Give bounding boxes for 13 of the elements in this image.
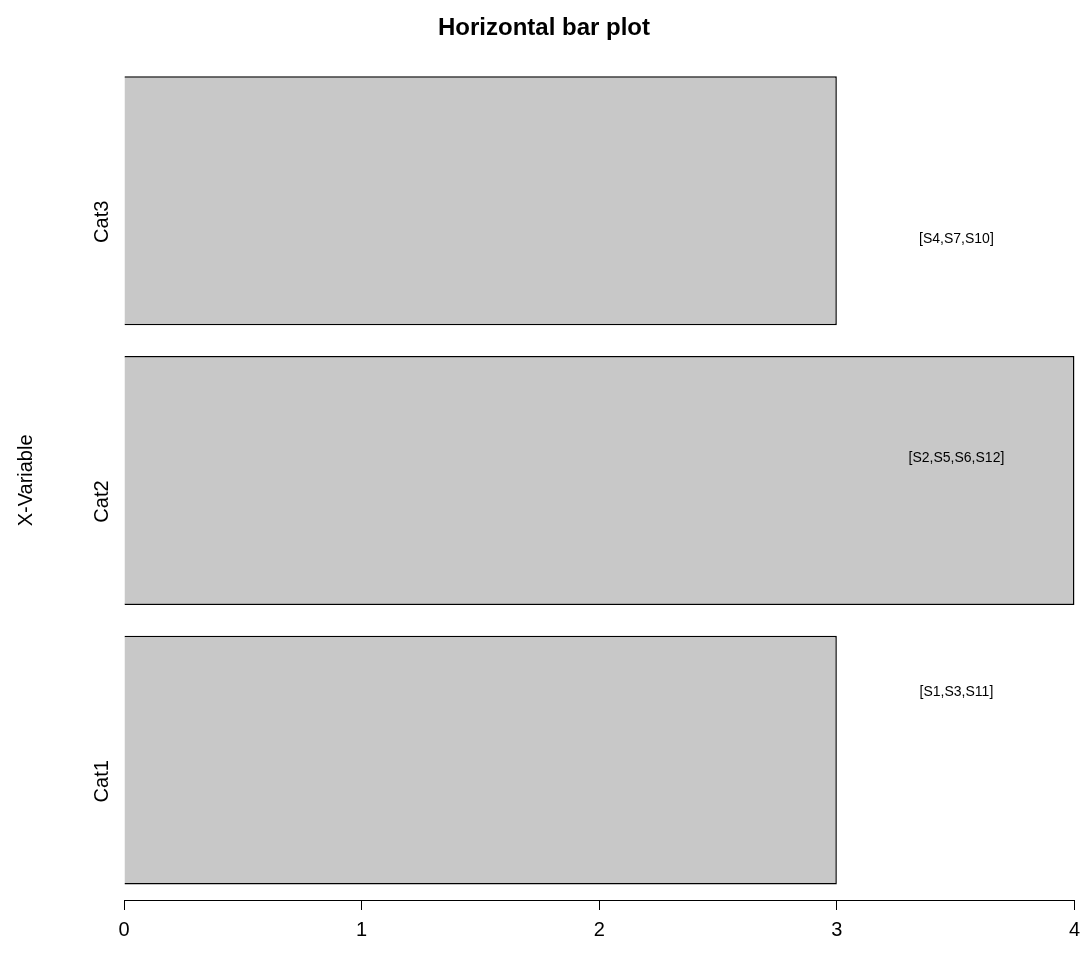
x-tick-label: 2 bbox=[593, 917, 605, 940]
x-tick-label: 1 bbox=[356, 917, 368, 940]
annotation: [S4,S7,S10] bbox=[919, 229, 994, 246]
chart-title: Horizontal bar plot bbox=[438, 13, 650, 41]
y-tick-label: Cat3 bbox=[89, 200, 112, 243]
x-tick-label: 0 bbox=[118, 917, 130, 940]
x-tick-label: 3 bbox=[831, 917, 843, 940]
y-axis-title: X-Variable bbox=[13, 434, 36, 527]
annotation: [S1,S3,S11] bbox=[919, 682, 994, 699]
y-tick-label: Cat2 bbox=[89, 480, 112, 523]
y-tick-label: Cat1 bbox=[89, 760, 112, 803]
x-tick-label: 4 bbox=[1068, 917, 1080, 940]
annotation: [S2,S5,S6,S12] bbox=[908, 449, 1005, 466]
